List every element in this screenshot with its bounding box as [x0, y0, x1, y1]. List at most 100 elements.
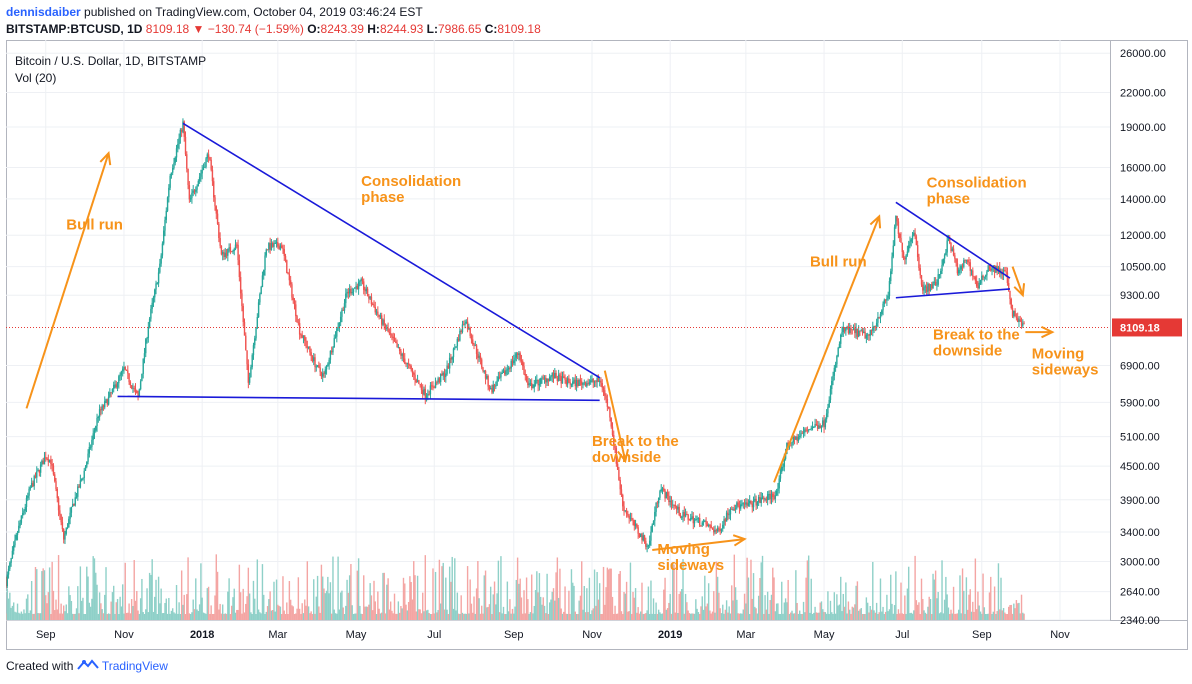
- candle-body: [964, 260, 966, 262]
- tradingview-brand[interactable]: TradingView: [101, 659, 168, 673]
- volume-bar: [404, 583, 406, 620]
- candle-body: [51, 463, 53, 466]
- volume-bar: [178, 602, 180, 620]
- volume-bar: [795, 570, 797, 620]
- volume-bar: [384, 613, 387, 620]
- volume-bar: [938, 613, 941, 620]
- volume-bar: [702, 609, 705, 620]
- volume-bar: [583, 586, 585, 620]
- candle-body: [486, 375, 488, 379]
- volume-bar: [341, 590, 343, 620]
- volume-bar: [993, 586, 996, 620]
- candle-body: [139, 381, 142, 390]
- volume-bar: [552, 588, 555, 620]
- volume-bar: [39, 613, 42, 620]
- candle-body: [120, 371, 123, 375]
- candle-body: [482, 367, 484, 371]
- candle-body: [416, 380, 419, 383]
- price-axis[interactable]: 26000.0022000.0019000.0016000.0014000.00…: [1120, 48, 1166, 627]
- volume-bar: [478, 598, 480, 620]
- volume-bar: [920, 578, 923, 620]
- candle-body: [132, 387, 134, 389]
- volume-bar: [243, 612, 246, 620]
- volume-bar: [670, 613, 673, 620]
- chart-area[interactable]: 8109.18 Bull run Consolidation phase Break …: [5, 40, 1188, 650]
- candle-body: [407, 363, 410, 365]
- candle-body: [138, 389, 141, 398]
- volume-bar: [436, 612, 438, 620]
- candle-body: [37, 469, 39, 472]
- candle-body: [363, 281, 365, 290]
- candle-body: [905, 255, 907, 260]
- candle-body: [693, 519, 696, 524]
- candle-body: [849, 327, 851, 333]
- candle-body: [748, 500, 751, 504]
- volume-bar: [963, 590, 965, 620]
- candle-body: [460, 330, 462, 333]
- volume-bar: [196, 609, 198, 620]
- low-value: 7986.65: [438, 22, 482, 36]
- volume-bar: [479, 613, 482, 620]
- annotation-label: Break to the downside: [933, 327, 1020, 360]
- volume-bar: [427, 609, 429, 620]
- volume-bar: [202, 612, 205, 620]
- candle-body: [823, 420, 825, 428]
- candle-body: [965, 259, 968, 261]
- volume-bar: [624, 593, 627, 620]
- candle-body: [189, 197, 192, 200]
- candle-body: [1005, 271, 1007, 273]
- candle-body: [777, 488, 779, 491]
- author-link[interactable]: dennisdaiber: [6, 5, 81, 19]
- volume-bar: [137, 610, 139, 620]
- volume-bar: [288, 581, 291, 620]
- candle-body: [592, 379, 594, 383]
- candle-body: [792, 436, 794, 443]
- volume-bar: [83, 613, 85, 620]
- volume-bar: [1004, 612, 1006, 620]
- volume-bar: [550, 599, 552, 620]
- volume-bar: [469, 579, 471, 620]
- volume-bar: [356, 570, 359, 620]
- candle-body: [178, 137, 180, 145]
- volume-bar: [128, 603, 130, 620]
- candle-body: [36, 471, 38, 478]
- volume-bar: [941, 560, 943, 620]
- volume-bar: [796, 602, 798, 620]
- volume-bar: [589, 613, 592, 620]
- candle-body: [370, 296, 373, 305]
- volume-bar: [311, 613, 314, 620]
- volume-bar: [746, 557, 748, 620]
- candle-body: [373, 304, 375, 308]
- volume-bar: [847, 601, 850, 620]
- volume-bar: [402, 577, 405, 620]
- candle-body: [143, 353, 146, 359]
- time-axis[interactable]: Sep Nov 2018 Mar May Jul Sep Nov 2019 Mar May Jul Se…: [36, 629, 1070, 641]
- volume-bar: [519, 578, 521, 620]
- candle-body: [702, 521, 705, 523]
- candle-body: [528, 383, 530, 386]
- candle-body: [581, 381, 583, 385]
- candle-body: [836, 356, 838, 365]
- volume-bar: [647, 586, 650, 620]
- candle-body: [147, 326, 150, 338]
- candle-body: [111, 388, 114, 393]
- ohlc-line: BITSTAMP:BTCUSD, 1D 8109.18 ▼ −130.74 (−…: [6, 22, 541, 36]
- x-tick-label: Jul: [427, 629, 441, 641]
- volume-bar: [20, 611, 23, 620]
- volume-bar: [30, 581, 33, 620]
- y-tick-label: 10500.00: [1120, 262, 1166, 274]
- candle-body: [236, 244, 238, 246]
- candle-body: [314, 357, 316, 368]
- volume-bar: [102, 613, 105, 620]
- volume-bar: [842, 593, 844, 620]
- candle-body: [264, 255, 266, 271]
- volume-bar: [707, 583, 710, 620]
- candle-body: [897, 221, 900, 234]
- candle-body: [180, 129, 183, 132]
- volume-bar: [655, 602, 657, 620]
- x-tick-label: Sep: [504, 629, 524, 641]
- candle-body: [92, 433, 94, 440]
- volume-bar: [286, 602, 288, 620]
- volume-bar: [348, 575, 351, 620]
